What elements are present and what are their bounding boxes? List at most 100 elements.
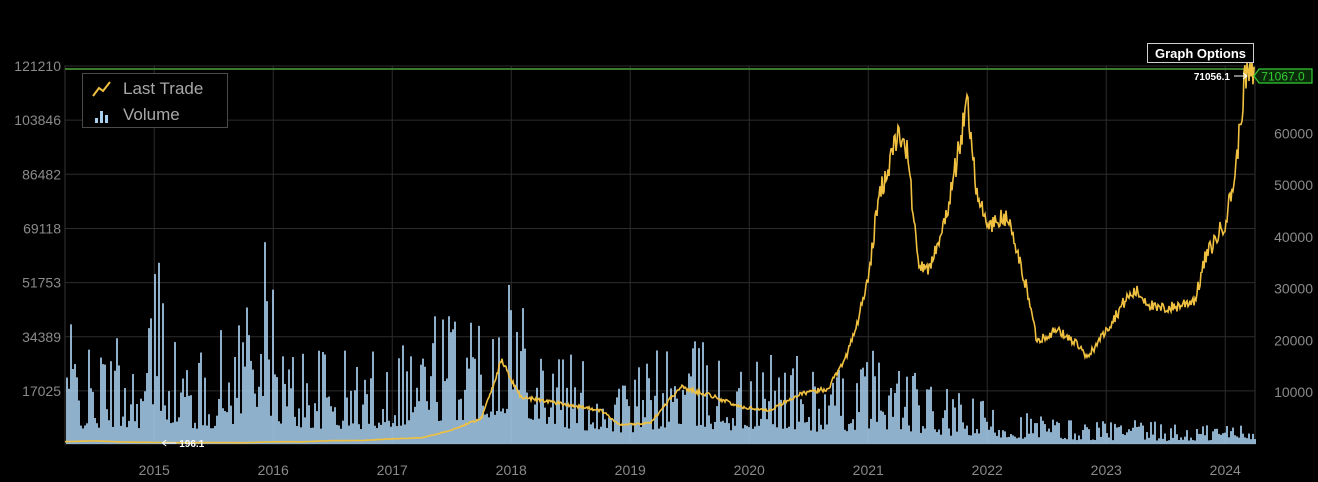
volume-bar: [820, 424, 822, 444]
volume-bar: [216, 415, 218, 444]
volume-bar: [894, 393, 896, 444]
volume-bar: [448, 316, 450, 444]
volume-bar: [378, 422, 380, 444]
volume-bar: [1128, 429, 1130, 444]
volume-bar: [582, 361, 584, 444]
volume-bar: [82, 428, 84, 444]
volume-bar: [608, 417, 610, 444]
volume-bar: [428, 409, 430, 444]
volume-bar: [160, 410, 162, 444]
volume-bar: [994, 432, 996, 444]
volume-bar: [1228, 437, 1230, 444]
legend-item-last-trade[interactable]: Last Trade: [91, 77, 203, 101]
bar-chart-icon: [95, 111, 108, 123]
volume-bar: [490, 411, 492, 444]
volume-bar: [602, 408, 604, 444]
volume-bar: [1254, 439, 1256, 444]
volume-bar: [180, 392, 182, 444]
volume-bar: [1092, 439, 1094, 444]
volume-bar: [464, 389, 466, 444]
volume-bar: [1188, 440, 1190, 444]
volume-bar: [338, 425, 340, 444]
volume-bar: [86, 423, 88, 444]
volume-bar: [814, 386, 816, 444]
volume-bar: [882, 411, 884, 444]
volume-bar: [1000, 437, 1002, 444]
volume-bar: [106, 409, 108, 444]
legend-item-volume[interactable]: Volume: [91, 103, 180, 127]
right-axis-tick-label: 60000: [1274, 125, 1313, 141]
x-axis-tick-label: 2024: [1210, 462, 1241, 478]
volume-bar: [598, 429, 600, 444]
volume-bar: [1064, 437, 1066, 444]
volume-bar: [770, 354, 772, 444]
volume-bar: [732, 418, 734, 444]
volume-bar: [442, 319, 444, 444]
volume-bar: [680, 424, 682, 444]
current-price-label: 71067.0: [1261, 70, 1305, 84]
volume-series: [66, 242, 1256, 444]
volume-bar: [254, 393, 256, 444]
volume-bar: [1210, 440, 1212, 444]
volume-bar: [270, 415, 272, 444]
volume-bar: [716, 406, 718, 444]
volume-bar: [220, 330, 222, 444]
volume-bar: [1074, 433, 1076, 444]
volume-bar: [978, 433, 980, 444]
graph-options-button[interactable]: Graph Options: [1147, 43, 1254, 63]
volume-bar: [966, 425, 968, 444]
volume-bar: [1082, 430, 1084, 444]
volume-bar: [760, 418, 762, 444]
volume-bar: [766, 419, 768, 444]
volume-bar: [332, 411, 334, 444]
volume-bar: [946, 388, 948, 444]
volume-bar: [722, 420, 724, 444]
volume-bar: [940, 434, 942, 444]
volume-bar: [706, 365, 708, 444]
volume-bar: [1110, 422, 1112, 444]
volume-bar: [584, 430, 586, 444]
volume-bar: [124, 387, 126, 444]
volume-bar: [558, 359, 560, 444]
volume-bar: [202, 425, 204, 444]
volume-bar: [426, 401, 428, 444]
volume-bar: [1216, 428, 1218, 444]
volume-bar: [714, 421, 716, 444]
volume-bar: [878, 362, 880, 444]
volume-bar: [1024, 437, 1026, 444]
volume-bar: [100, 357, 102, 444]
volume-bar: [212, 428, 214, 444]
volume-bar: [206, 425, 208, 444]
volume-bar: [302, 353, 304, 444]
volume-bar: [1122, 434, 1124, 444]
volume-bar: [798, 421, 800, 444]
volume-bar: [468, 368, 470, 444]
volume-bar: [574, 387, 576, 444]
volume-bar: [972, 398, 974, 444]
volume-bar: [1022, 438, 1024, 444]
volume-bar: [214, 425, 216, 444]
volume-bar: [1230, 431, 1232, 444]
volume-bar: [1206, 425, 1208, 444]
volume-bar: [116, 338, 118, 444]
volume-bar: [532, 419, 534, 444]
volume-bar: [504, 413, 506, 444]
volume-bar: [446, 378, 448, 444]
legend-label-last-trade: Last Trade: [123, 79, 204, 98]
left-axis-tick-label: 69118: [23, 220, 61, 236]
volume-bar: [1130, 430, 1132, 444]
volume-bar: [350, 390, 352, 444]
volume-bar: [676, 398, 678, 444]
volume-bar: [808, 417, 810, 444]
volume-bar: [634, 379, 636, 444]
volume-bar: [366, 394, 368, 444]
volume-bar: [512, 389, 514, 444]
left-axis-tick-label: 51753: [22, 275, 61, 291]
volume-bar: [66, 377, 68, 444]
volume-bar: [826, 424, 828, 444]
volume-bar: [1240, 425, 1242, 444]
volume-bar: [1246, 438, 1248, 444]
volume-bar: [1148, 437, 1150, 444]
volume-bar: [862, 367, 864, 444]
volume-bar: [774, 390, 776, 444]
